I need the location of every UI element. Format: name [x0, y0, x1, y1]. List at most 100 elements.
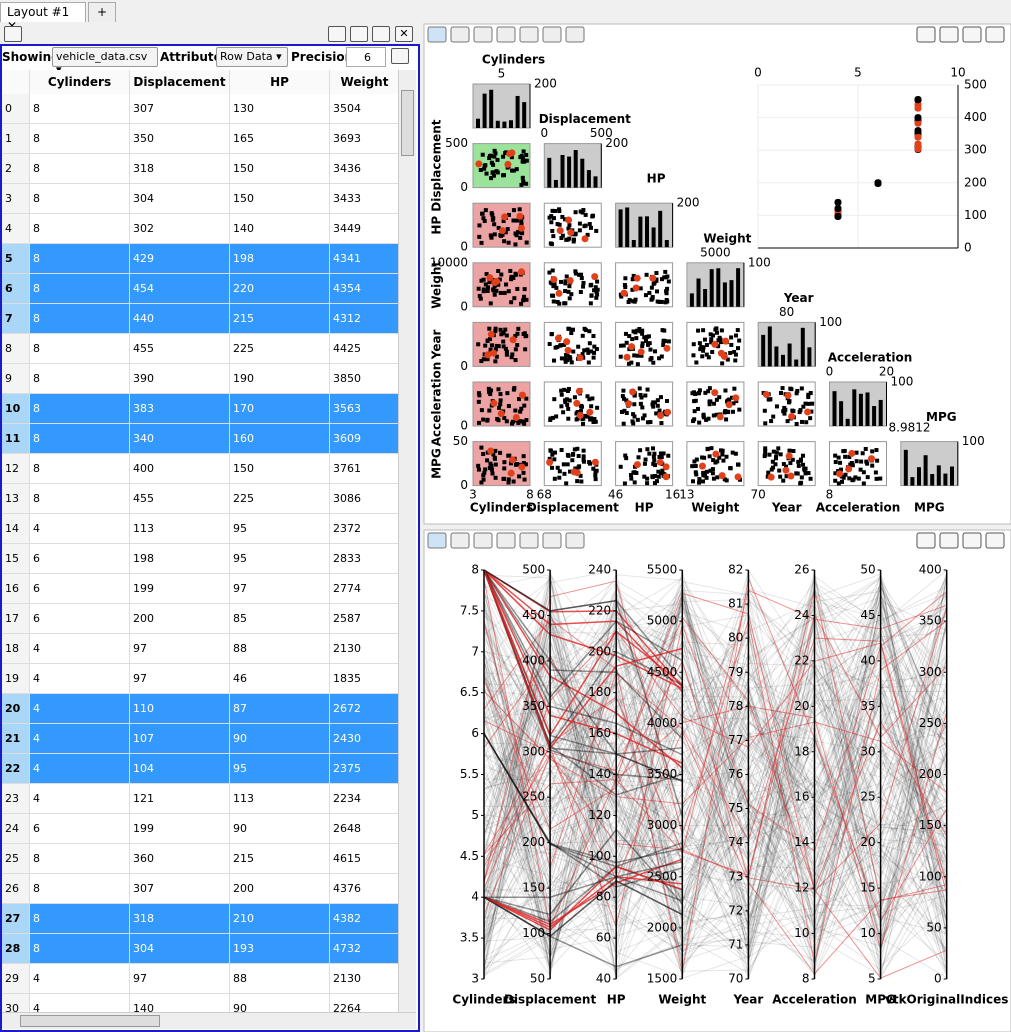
attribute-label: Attribute: [160, 50, 227, 64]
scatter-dot [875, 458, 880, 463]
bottom-tick-label: 70 [751, 488, 766, 502]
scatter-dot [635, 362, 640, 367]
scatter-dot [870, 463, 875, 468]
scroll-thumb[interactable] [401, 90, 414, 156]
scatter-cell [472, 143, 531, 189]
split-h[interactable] [328, 26, 346, 42]
variable-title: Weight [703, 231, 751, 245]
selected-dot [662, 473, 670, 481]
selected-dot [489, 349, 497, 357]
scatter-dot [710, 467, 715, 472]
close[interactable]: ✕ [395, 26, 413, 42]
column-header: Displacement [130, 70, 230, 94]
column-variable-label: Acceleration [816, 501, 901, 515]
scatter-dot [648, 420, 653, 425]
scatter-dot [774, 404, 779, 409]
scatter-dot [566, 406, 571, 411]
scatter-dot [730, 395, 735, 400]
scatter-dot [498, 392, 503, 397]
scroll-thumb[interactable] [20, 1015, 160, 1027]
h-scrollbar[interactable] [2, 1012, 416, 1029]
scatter-dot [729, 342, 734, 347]
background-line [483, 619, 948, 940]
scatter-dot [629, 476, 634, 481]
histogram-bar [800, 327, 805, 367]
tick-label: 5 [471, 808, 479, 822]
scatter-dot [585, 394, 590, 399]
scatter-dot [762, 454, 767, 459]
tick-label: 22 [794, 653, 809, 667]
background-line [483, 595, 948, 893]
cell: 2430 [330, 724, 398, 754]
cell: 198 [230, 244, 330, 274]
cell: 8 [30, 904, 130, 934]
tick-label: 4.5 [460, 849, 479, 863]
tick-label: 76 [728, 767, 743, 781]
tool-icon [519, 26, 539, 43]
scatter-dot [762, 408, 767, 413]
scatter-dot [715, 475, 720, 480]
histogram-bar [645, 216, 649, 248]
scatter-dot [568, 469, 573, 474]
scatter-dot [551, 299, 556, 304]
scatter-dot [580, 352, 585, 357]
panel-icon[interactable] [4, 26, 22, 42]
tab[interactable]: Layout #1 ✕ [0, 2, 86, 33]
split-v[interactable] [350, 26, 368, 42]
x-tick-label: 10 [950, 66, 965, 80]
selected-dot [718, 472, 726, 480]
background-line [483, 692, 948, 958]
scatter-dot [582, 348, 587, 353]
scatter-dot [730, 409, 735, 414]
scatter-dot [645, 420, 650, 425]
scatter-dot [651, 360, 656, 365]
histogram-bar [761, 334, 766, 367]
selected-dot [785, 452, 793, 460]
scatter-dot [592, 416, 597, 421]
scatter-dot [794, 421, 799, 426]
maximize[interactable] [372, 26, 390, 42]
scatter-dot [559, 356, 564, 361]
table: Cylinders Displacement HP Weight 0 8 307 130 350… [2, 70, 398, 1012]
scatter-dot [494, 288, 499, 293]
background-line [483, 677, 948, 942]
file-combo[interactable]: vehicle_data.csv ▾ [52, 47, 158, 76]
scatter-dot [493, 347, 498, 352]
background-line [483, 618, 948, 953]
tick-label: 7.5 [460, 603, 479, 617]
scatter-dot [488, 461, 493, 466]
selected-dot [517, 224, 525, 232]
background-line [483, 605, 948, 967]
scatter-dot [493, 448, 498, 453]
background-line [483, 680, 948, 887]
histogram-bar [845, 418, 850, 426]
v-scrollbar[interactable] [398, 70, 416, 1012]
scatter-dot [697, 388, 702, 393]
scatter-dot [794, 471, 799, 476]
scatter-dot [808, 416, 813, 421]
selected-dot [508, 456, 516, 464]
column-variable-label: Cylinders [470, 501, 533, 515]
selected-dot [554, 334, 562, 342]
scatter-dot [485, 357, 490, 362]
row-index: 13 [2, 484, 30, 514]
scatter-dot [479, 408, 484, 413]
scatter-dot [663, 269, 668, 274]
scatter-dot [491, 162, 496, 167]
cell: 113 [130, 514, 230, 544]
scatter-dot [704, 469, 709, 474]
tab[interactable]: + [88, 2, 116, 22]
attribute-combo[interactable]: Row Data ▾ [216, 47, 288, 67]
scatter-dot [492, 455, 497, 460]
toggle-selection[interactable] [391, 48, 409, 64]
selected-dot [784, 391, 792, 399]
cell: 1835 [330, 664, 398, 694]
axis-label: HP [607, 993, 626, 1007]
precision-spin[interactable]: 6 [346, 47, 386, 67]
cell: 440 [130, 304, 230, 334]
scatter-dot [624, 456, 629, 461]
cell: 88 [230, 634, 330, 664]
scatter-dot [581, 280, 586, 285]
background-line [483, 635, 948, 929]
scatter-dot [550, 293, 555, 298]
